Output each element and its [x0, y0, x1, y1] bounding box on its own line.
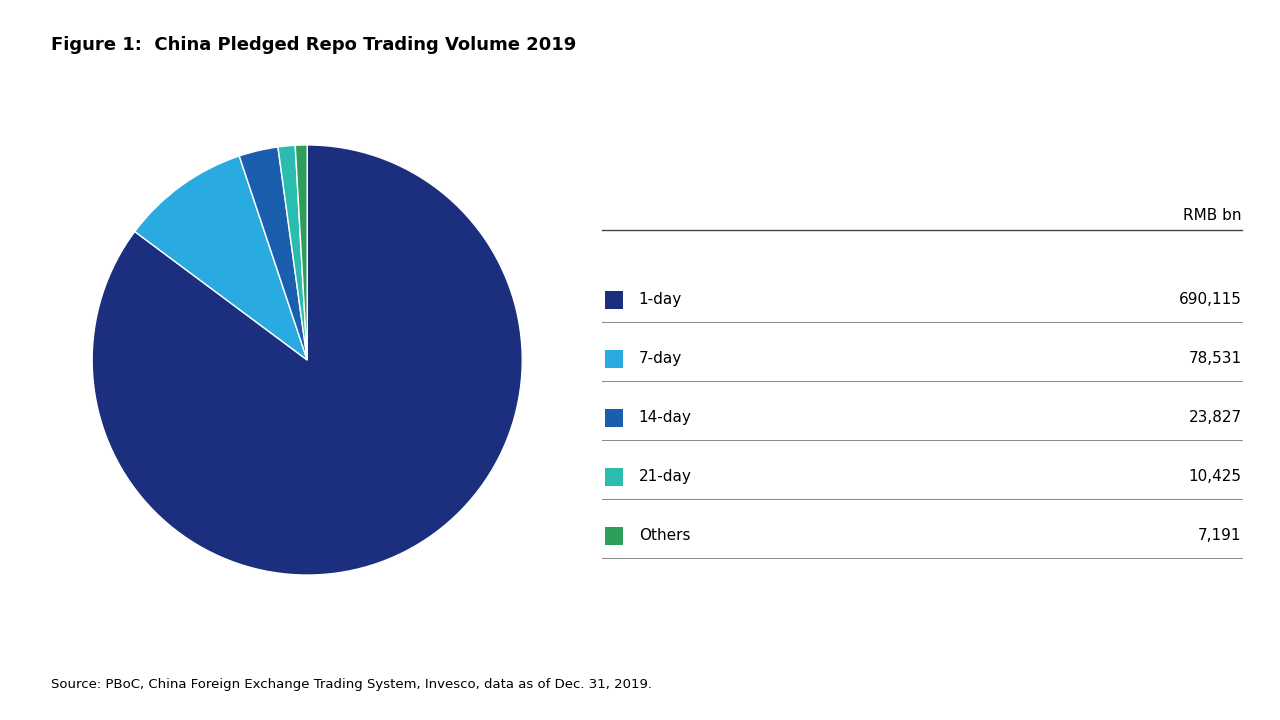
Text: 21-day: 21-day	[639, 469, 691, 485]
Wedge shape	[296, 145, 307, 360]
Wedge shape	[134, 156, 307, 360]
Text: 690,115: 690,115	[1179, 292, 1242, 307]
Text: 7-day: 7-day	[639, 351, 682, 366]
Wedge shape	[239, 147, 307, 360]
Wedge shape	[92, 145, 522, 575]
Text: 14-day: 14-day	[639, 410, 691, 426]
Wedge shape	[278, 145, 307, 360]
Text: Figure 1:  China Pledged Repo Trading Volume 2019: Figure 1: China Pledged Repo Trading Vol…	[51, 36, 576, 54]
Text: 78,531: 78,531	[1188, 351, 1242, 366]
Text: 7,191: 7,191	[1198, 528, 1242, 544]
Text: 23,827: 23,827	[1188, 410, 1242, 426]
Text: RMB bn: RMB bn	[1183, 208, 1242, 223]
Text: Others: Others	[639, 528, 690, 544]
Text: 1-day: 1-day	[639, 292, 682, 307]
Text: Source: PBoC, China Foreign Exchange Trading System, Invesco, data as of Dec. 31: Source: PBoC, China Foreign Exchange Tra…	[51, 678, 653, 691]
Text: 10,425: 10,425	[1189, 469, 1242, 485]
